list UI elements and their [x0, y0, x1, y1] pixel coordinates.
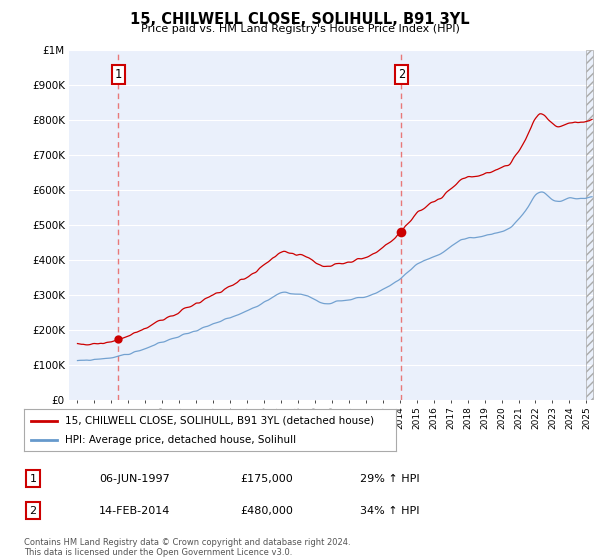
Text: Price paid vs. HM Land Registry's House Price Index (HPI): Price paid vs. HM Land Registry's House …: [140, 24, 460, 34]
Bar: [586, 50, 593, 400]
Text: 06-JUN-1997: 06-JUN-1997: [99, 474, 170, 484]
Text: HPI: Average price, detached house, Solihull: HPI: Average price, detached house, Soli…: [65, 435, 296, 445]
Text: 2: 2: [29, 506, 37, 516]
Text: 14-FEB-2014: 14-FEB-2014: [99, 506, 170, 516]
Text: 1: 1: [115, 68, 122, 81]
Text: £480,000: £480,000: [240, 506, 293, 516]
Text: 15, CHILWELL CLOSE, SOLIHULL, B91 3YL (detached house): 15, CHILWELL CLOSE, SOLIHULL, B91 3YL (d…: [65, 416, 374, 426]
Text: 15, CHILWELL CLOSE, SOLIHULL, B91 3YL: 15, CHILWELL CLOSE, SOLIHULL, B91 3YL: [130, 12, 470, 27]
Text: 1: 1: [29, 474, 37, 484]
Text: 34% ↑ HPI: 34% ↑ HPI: [360, 506, 419, 516]
Text: 2: 2: [398, 68, 405, 81]
Text: Contains HM Land Registry data © Crown copyright and database right 2024.
This d: Contains HM Land Registry data © Crown c…: [24, 538, 350, 557]
Text: £175,000: £175,000: [240, 474, 293, 484]
Text: 29% ↑ HPI: 29% ↑ HPI: [360, 474, 419, 484]
